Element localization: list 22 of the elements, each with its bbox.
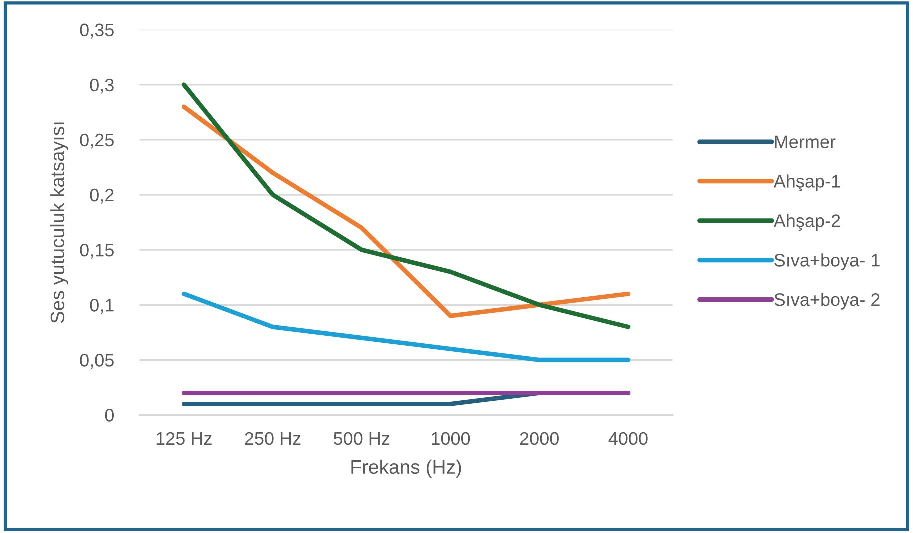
- y-tick-label: 0,05: [80, 354, 114, 370]
- x-tick-label: 250 Hz: [245, 432, 301, 446]
- y-axis-title: Ses yutuculuk katsayısı: [50, 122, 68, 324]
- y-tick-label: 0,35: [80, 24, 114, 39]
- y-tick-label: 0,3: [90, 78, 114, 94]
- x-tick-label: 1000: [432, 432, 470, 446]
- line-series: [182, 292, 631, 362]
- legend-label: Ahşap-1: [774, 174, 840, 192]
- y-tick-label: 0,25: [80, 134, 114, 149]
- y-tick-label: 0,15: [80, 244, 114, 259]
- x-tick-label: 4000: [608, 432, 648, 446]
- legend-label: Mermer: [775, 136, 836, 148]
- legend-label: Sıva+boya- 1: [774, 254, 880, 270]
- x-tick-label: 125 Hz: [156, 432, 212, 446]
- legend-label: Ahşap-2: [774, 214, 840, 232]
- x-tick-label: 2000: [520, 432, 559, 446]
- legend-label: Sıva+boya- 2: [774, 292, 880, 310]
- x-tick-label: 500 Hz: [334, 432, 390, 446]
- y-tick-label: 0,2: [90, 188, 114, 204]
- y-tick-label: 0,1: [90, 299, 114, 314]
- y-tick-label: 0: [105, 409, 114, 422]
- x-axis-title: Frekans (Hz): [352, 460, 462, 478]
